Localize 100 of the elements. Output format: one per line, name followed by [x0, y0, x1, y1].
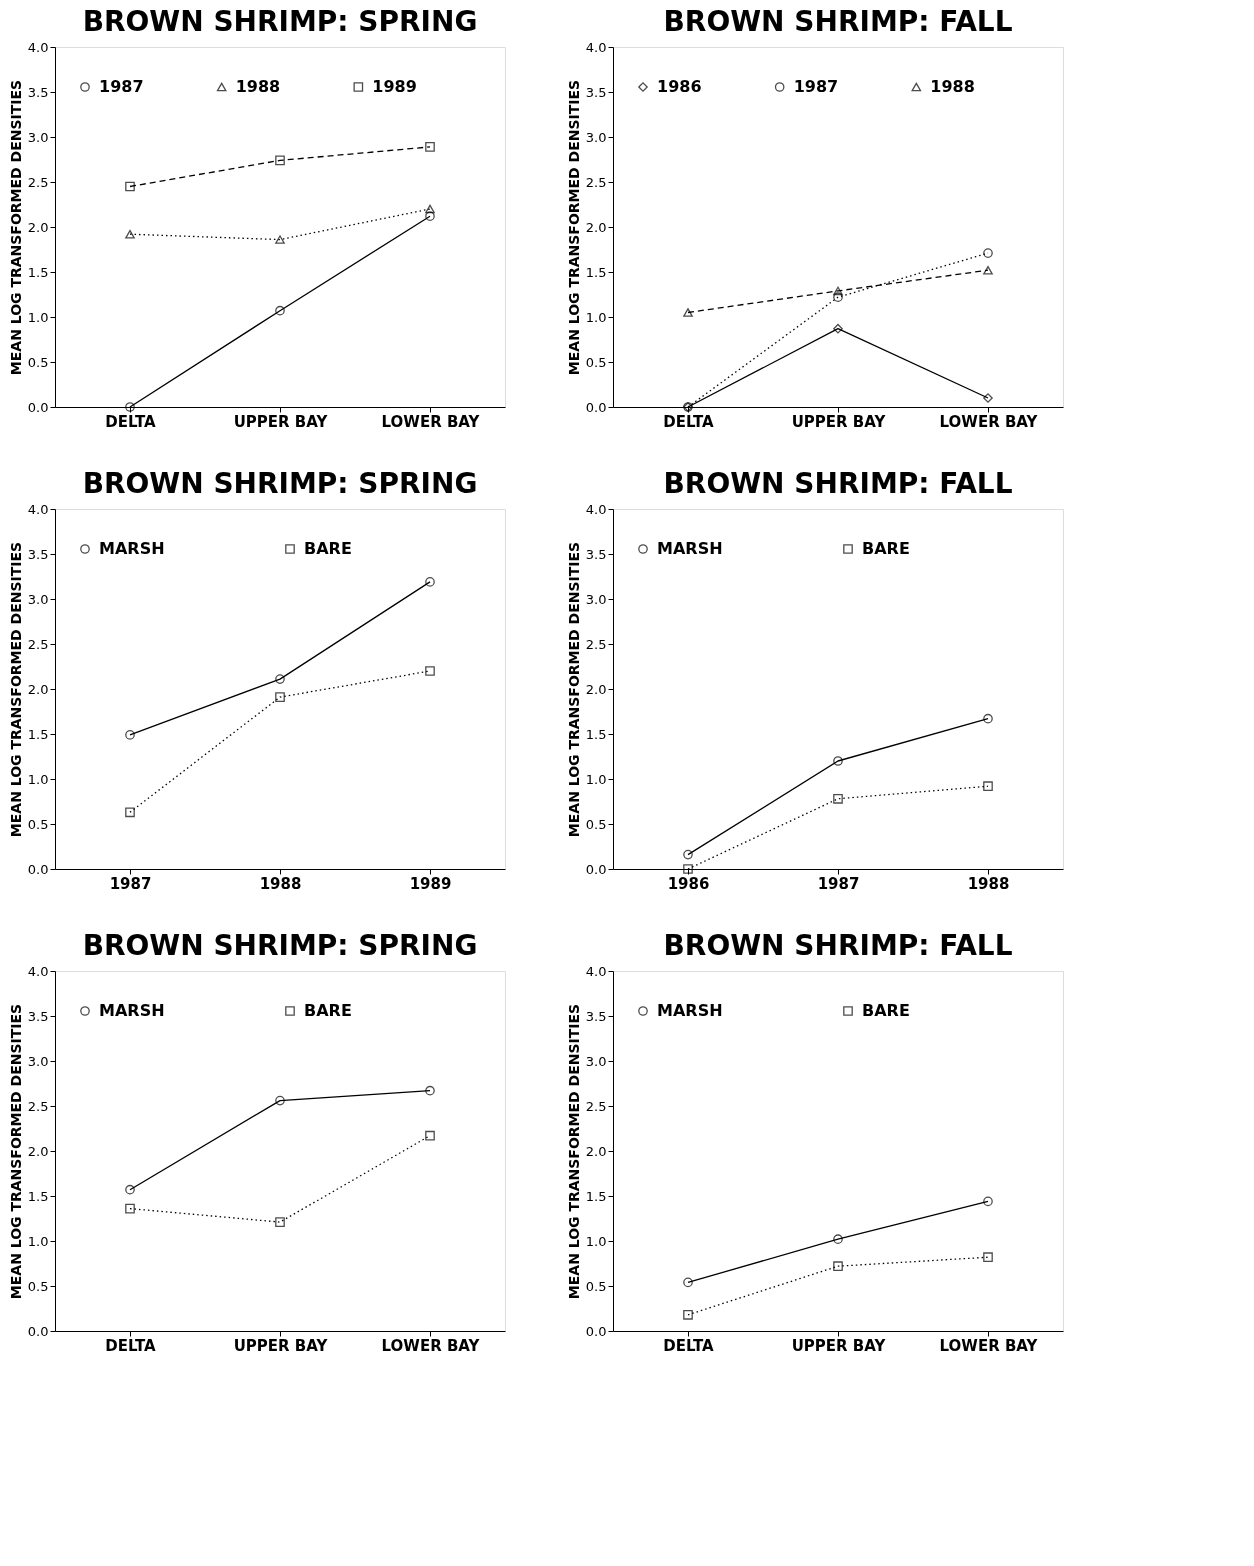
- y-tick-label: 2.5: [27, 174, 49, 190]
- point: [425, 577, 435, 587]
- point: [125, 1184, 135, 1195]
- x-tick-label: DELTA: [105, 412, 157, 431]
- y-tick-label: 2.0: [27, 1143, 49, 1159]
- x-tick-label: LOWER BAY: [381, 1336, 481, 1355]
- legend-label: MARSH: [657, 539, 723, 558]
- legend-label: 1988: [930, 77, 975, 96]
- y-tick-label: 1.5: [27, 726, 49, 742]
- y-axis-title: MEAN LOG TRANSFORMED DENSITIES: [7, 541, 24, 838]
- y-tick-label: 0.0: [585, 399, 607, 415]
- point: [275, 235, 285, 244]
- point: [425, 211, 435, 222]
- y-tick-label: 3.5: [27, 1008, 49, 1024]
- x-tick-label: 1986: [667, 874, 710, 893]
- y-tick-label: 2.5: [585, 174, 607, 190]
- x-tick-label: DELTA: [105, 1336, 157, 1355]
- y-tick-label: 2.0: [585, 681, 607, 697]
- y-tick-label: 0.5: [585, 354, 607, 370]
- legend-label: BARE: [304, 1001, 352, 1020]
- y-tick-label: 3.5: [585, 84, 607, 100]
- point: [425, 666, 435, 676]
- y-axis-title: MEAN LOG TRANSFORMED DENSITIES: [565, 79, 582, 376]
- legend-label: BARE: [862, 1001, 910, 1020]
- x-tick-label: 1988: [967, 874, 1010, 893]
- legend-label: MARSH: [99, 1001, 165, 1020]
- point: [125, 229, 135, 239]
- x-tick-label: LOWER BAY: [939, 412, 1039, 431]
- y-tick-label: 0.0: [27, 1323, 49, 1339]
- point: [983, 265, 993, 275]
- x-tick-label: LOWER BAY: [939, 1336, 1039, 1355]
- y-tick-label: 0.5: [27, 1278, 49, 1294]
- y-tick-label: 4.0: [27, 39, 49, 55]
- point: [275, 1095, 285, 1106]
- y-tick-label: 0.5: [585, 816, 607, 832]
- point: [833, 1234, 843, 1245]
- y-tick-label: 1.5: [585, 1188, 607, 1204]
- point: [425, 142, 435, 152]
- y-tick-label: 1.0: [27, 771, 49, 787]
- point: [833, 323, 843, 334]
- point: [683, 1277, 693, 1288]
- point: [125, 730, 135, 740]
- y-tick-label: 1.0: [27, 309, 49, 325]
- point: [275, 155, 285, 166]
- y-tick-label: 3.5: [585, 546, 607, 562]
- point: [833, 793, 843, 804]
- y-axis-title: MEAN LOG TRANSFORMED DENSITIES: [7, 1003, 24, 1300]
- point: [833, 1261, 843, 1272]
- point: [983, 713, 993, 724]
- x-tick-label: DELTA: [663, 412, 715, 431]
- x-tick-label: UPPER BAY: [233, 412, 329, 431]
- y-tick-label: 2.0: [27, 219, 49, 235]
- point: [983, 393, 993, 403]
- y-tick-label: 0.0: [585, 1323, 607, 1339]
- chart-title: BROWN SHRIMP: FALL: [663, 929, 1013, 962]
- legend-label: BARE: [862, 539, 910, 558]
- x-tick-label: 1989: [409, 874, 452, 893]
- y-tick-label: 3.0: [27, 129, 49, 145]
- y-tick-label: 0.0: [27, 861, 49, 877]
- point: [833, 756, 843, 766]
- y-tick-label: 1.5: [27, 264, 49, 280]
- y-tick-label: 1.5: [585, 726, 607, 742]
- point: [683, 864, 693, 874]
- point: [425, 1130, 435, 1141]
- y-tick-label: 1.0: [585, 771, 607, 787]
- x-tick-label: UPPER BAY: [791, 412, 887, 431]
- y-tick-label: 1.0: [27, 1233, 49, 1249]
- y-tick-label: 0.0: [27, 399, 49, 415]
- y-tick-label: 1.0: [585, 309, 607, 325]
- y-tick-label: 2.5: [585, 636, 607, 652]
- x-tick-label: LOWER BAY: [381, 412, 481, 431]
- point: [683, 1309, 693, 1320]
- y-tick-label: 3.5: [27, 546, 49, 562]
- point: [125, 807, 135, 818]
- y-tick-label: 2.0: [585, 1143, 607, 1159]
- legend-label: MARSH: [657, 1001, 723, 1020]
- x-tick-label: 1988: [259, 874, 302, 893]
- y-tick-label: 2.0: [27, 681, 49, 697]
- chart-title: BROWN SHRIMP: SPRING: [82, 467, 478, 500]
- point: [125, 1203, 135, 1214]
- point: [683, 849, 693, 860]
- x-tick-label: DELTA: [663, 1336, 715, 1355]
- y-tick-label: 3.0: [585, 591, 607, 607]
- y-tick-label: 4.0: [585, 963, 607, 979]
- x-tick-label: 1987: [109, 874, 152, 893]
- chart-title: BROWN SHRIMP: SPRING: [82, 5, 478, 38]
- y-tick-label: 3.0: [27, 1053, 49, 1069]
- y-tick-label: 0.0: [585, 861, 607, 877]
- point: [125, 181, 135, 192]
- chart-title: BROWN SHRIMP: SPRING: [82, 929, 478, 962]
- y-tick-label: 4.0: [27, 963, 49, 979]
- point: [983, 781, 993, 792]
- legend-label: 1988: [235, 77, 281, 96]
- y-tick-label: 4.0: [27, 501, 49, 517]
- y-tick-label: 2.5: [27, 636, 49, 652]
- point: [275, 1217, 285, 1227]
- point: [275, 305, 285, 316]
- y-tick-label: 0.5: [27, 816, 49, 832]
- point: [425, 1085, 435, 1096]
- chart-title: BROWN SHRIMP: FALL: [663, 467, 1013, 500]
